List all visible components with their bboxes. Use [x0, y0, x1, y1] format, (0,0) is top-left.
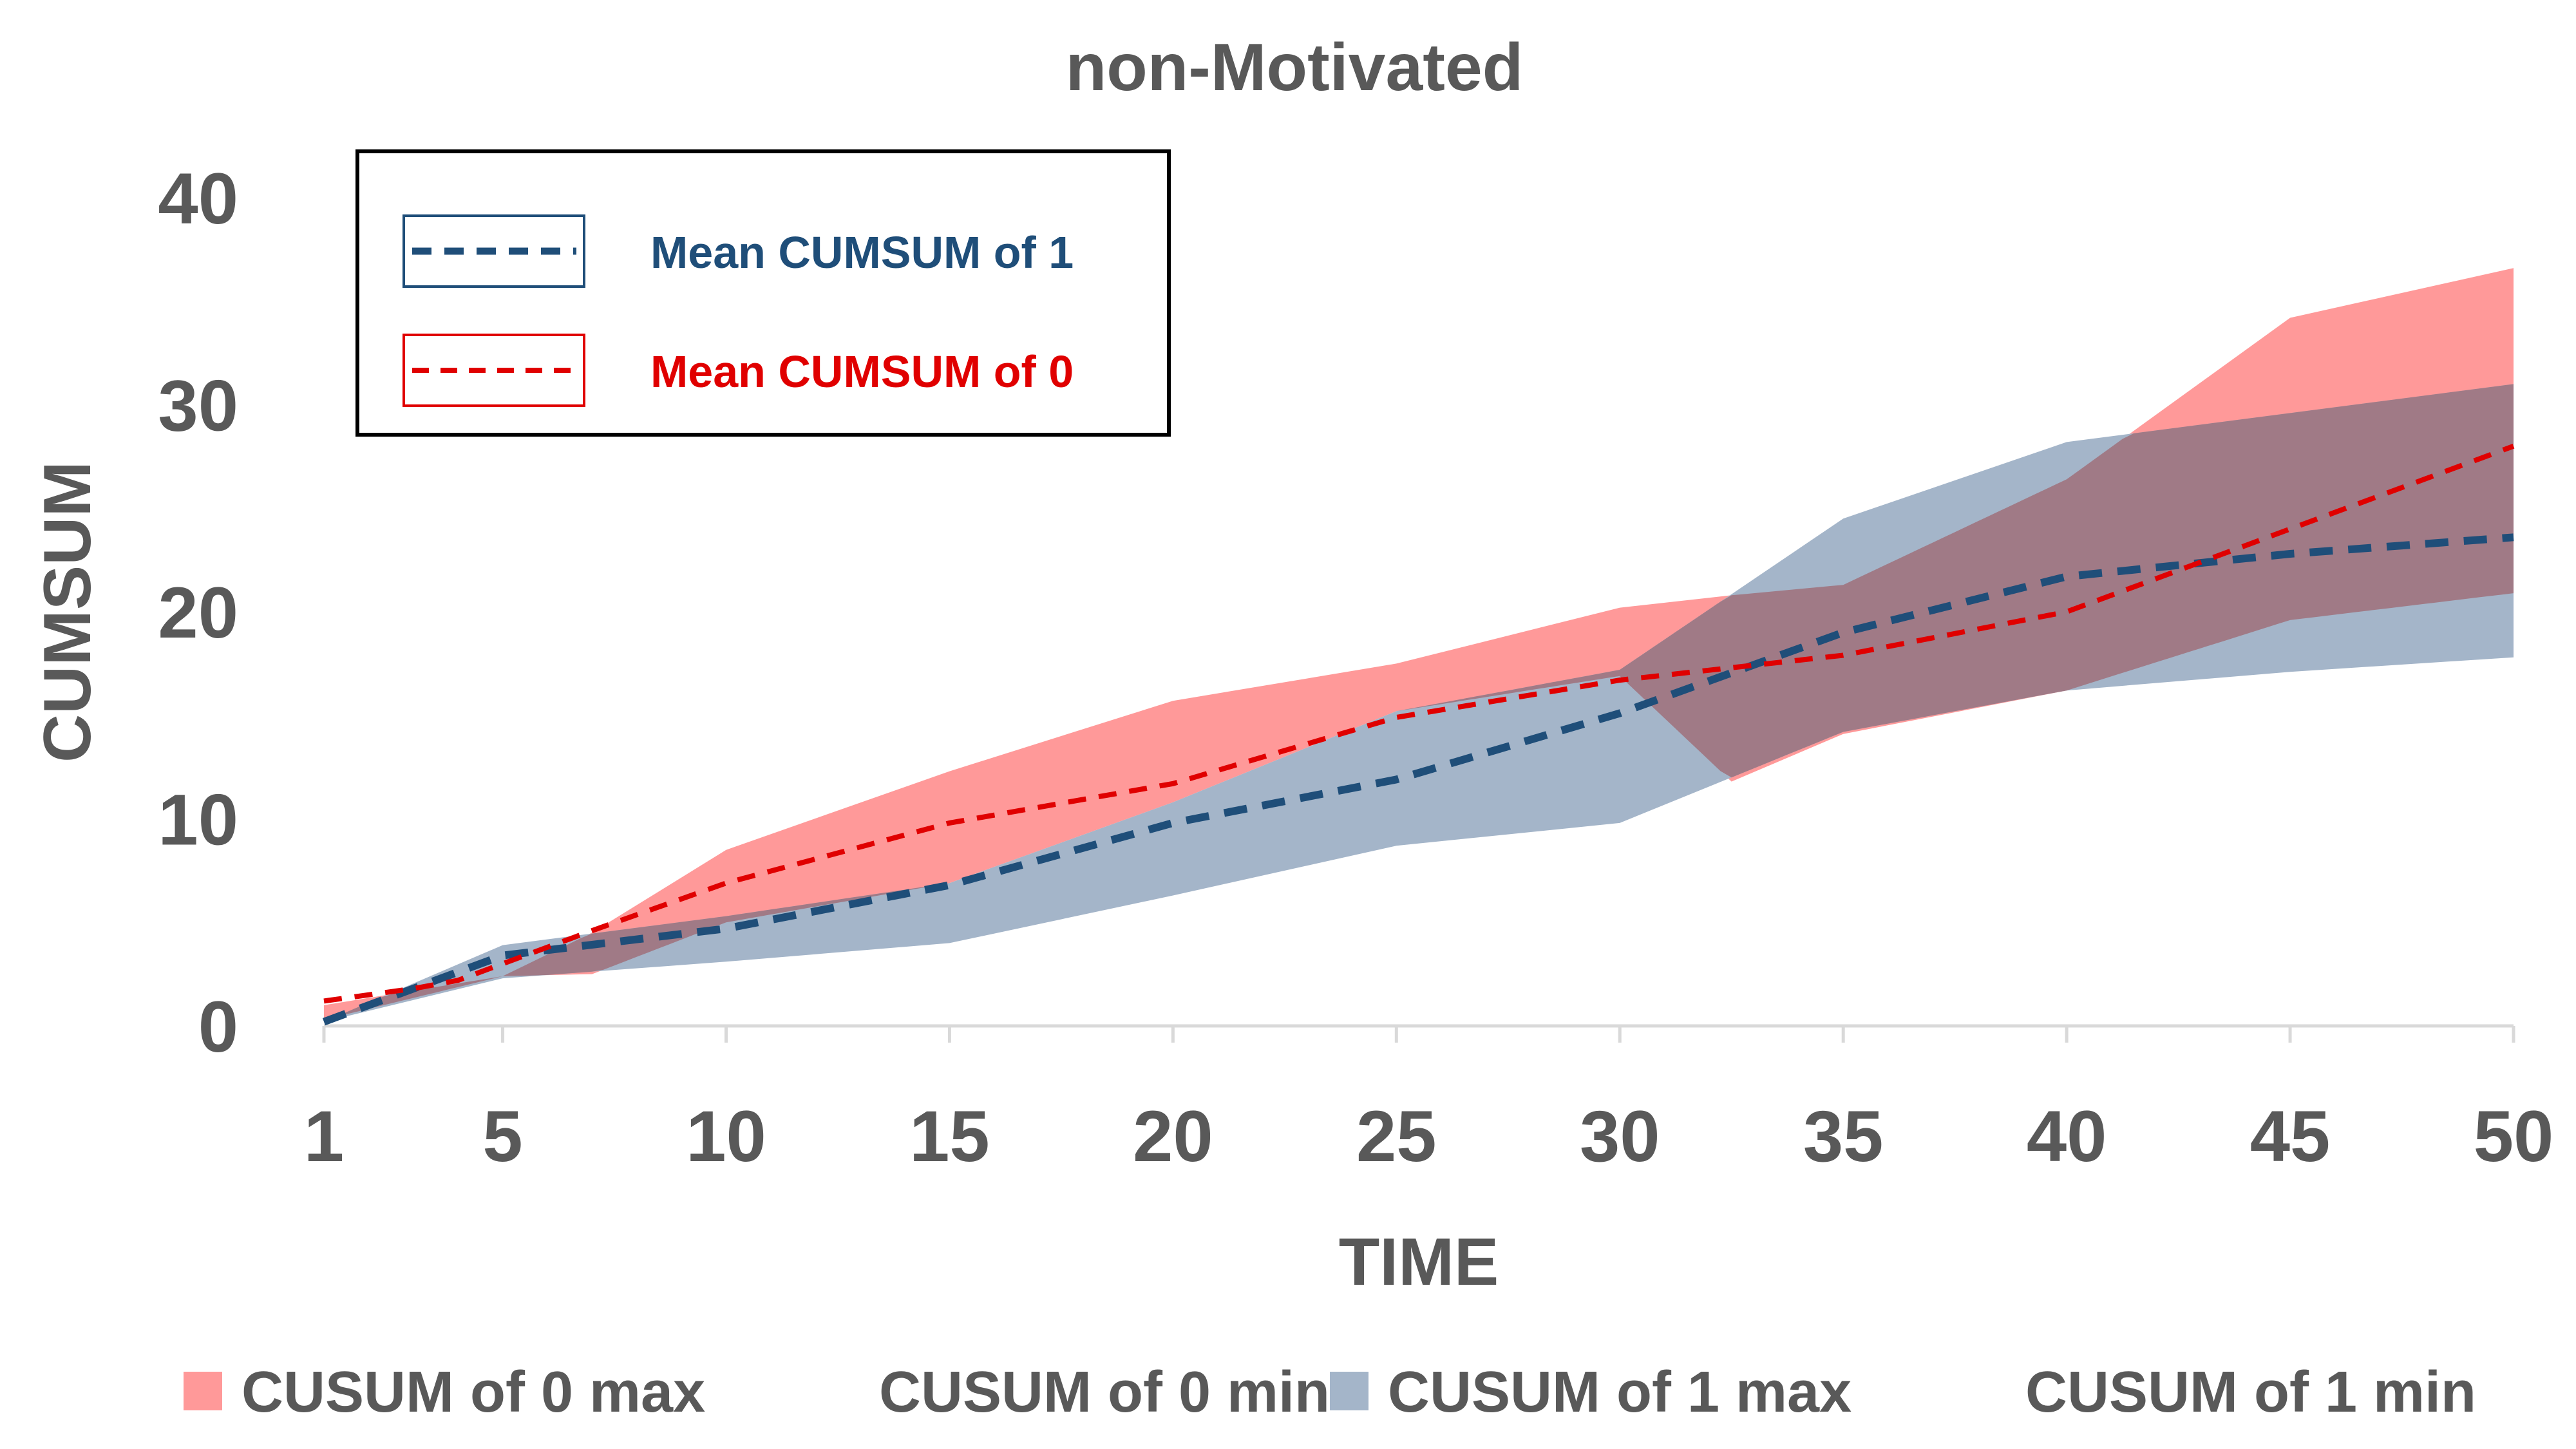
legend-label-1: Mean CUMSUM of 0: [650, 346, 1074, 397]
bottom-legend-label-1: CUSUM of 0 min: [879, 1360, 1330, 1425]
y-tick-label: 10: [158, 780, 238, 860]
x-tick-label: 5: [482, 1096, 522, 1177]
x-tick-label: 35: [1803, 1096, 1884, 1177]
x-tick-label: 15: [909, 1096, 990, 1177]
y-axis-label: CUMSUM: [30, 461, 105, 762]
bottom-legend-label-0: CUSUM of 0 max: [242, 1360, 705, 1425]
mean-line-layer: [322, 444, 2515, 1026]
x-axis-label: TIME: [1339, 1225, 1499, 1300]
band-overlap: [324, 384, 2514, 1020]
y-tick-label: 0: [198, 987, 238, 1067]
x-tick-label: 40: [2027, 1096, 2107, 1177]
band-layer: [324, 268, 2514, 1022]
x-tick-label: 20: [1133, 1096, 1213, 1177]
x-tick-label: 50: [2474, 1096, 2554, 1177]
y-tick-label: 20: [158, 573, 238, 653]
bottom-legend-label-3: CUSUM of 1 min: [2025, 1360, 2476, 1425]
legend-box: Mean CUMSUM of 1 Mean CUMSUM of 0: [355, 149, 1171, 437]
x-tick-label: 25: [1356, 1096, 1437, 1177]
bottom-legend-label-2: CUSUM of 1 max: [1388, 1360, 1852, 1425]
x-tick-label: 45: [2250, 1096, 2331, 1177]
y-tick-label: 30: [158, 366, 238, 446]
bottom-legend: CUSUM of 0 max CUSUM of 0 min CUSUM of 1 m…: [184, 1360, 2476, 1425]
bottom-legend-swatch-2: [1330, 1372, 1368, 1410]
band-0: [324, 268, 2514, 1020]
legend-label-0: Mean CUMSUM of 1: [650, 227, 1074, 278]
x-tick-label: 1: [304, 1096, 344, 1177]
y-tick-label: 40: [158, 158, 238, 239]
x-tick-label: 30: [1580, 1096, 1660, 1177]
x-tick-label: 10: [686, 1096, 766, 1177]
bottom-legend-swatch-0: [184, 1372, 222, 1410]
mean-line-0: [322, 533, 2514, 1026]
chart-title: non-Motivated: [1066, 30, 1524, 105]
